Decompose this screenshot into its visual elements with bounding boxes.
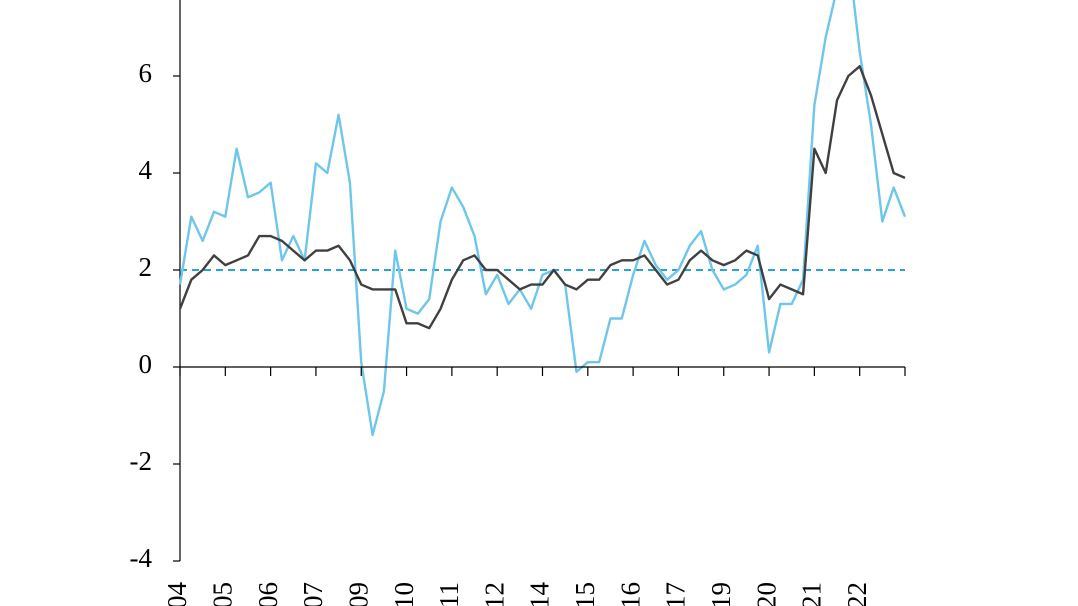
x-tick-label: 04 [162,582,192,606]
series-group [178,65,906,330]
x-tick-label: 22 [842,582,872,606]
x-tick-label: 07 [298,582,328,606]
x-tick-label: 05 [208,582,238,606]
x-tick-label: 15 [570,582,600,606]
series-group [178,0,907,437]
x-tick-label: 17 [661,582,691,606]
series-line [178,65,906,330]
x-tick-label: 21 [797,582,827,606]
x-tick-label: 10 [389,582,419,606]
x-tick-label: 16 [615,582,645,606]
y-tick-label: 2 [139,252,153,282]
y-tick-label: 6 [139,58,153,88]
series-line [178,0,907,437]
y-tick-label: 4 [139,155,153,185]
x-tick-label: 11 [434,582,464,606]
x-tick-label: 12 [479,582,509,606]
y-tick-label: -2 [130,446,153,476]
x-tick-label: 09 [343,582,373,606]
y-tick-label: -4 [130,543,153,573]
x-tick-label: 20 [751,582,781,606]
y-tick-label: 0 [139,349,153,379]
x-tick-label: 06 [253,582,283,606]
x-tick-label: 19 [706,582,736,606]
x-tick-label: 14 [525,582,555,606]
